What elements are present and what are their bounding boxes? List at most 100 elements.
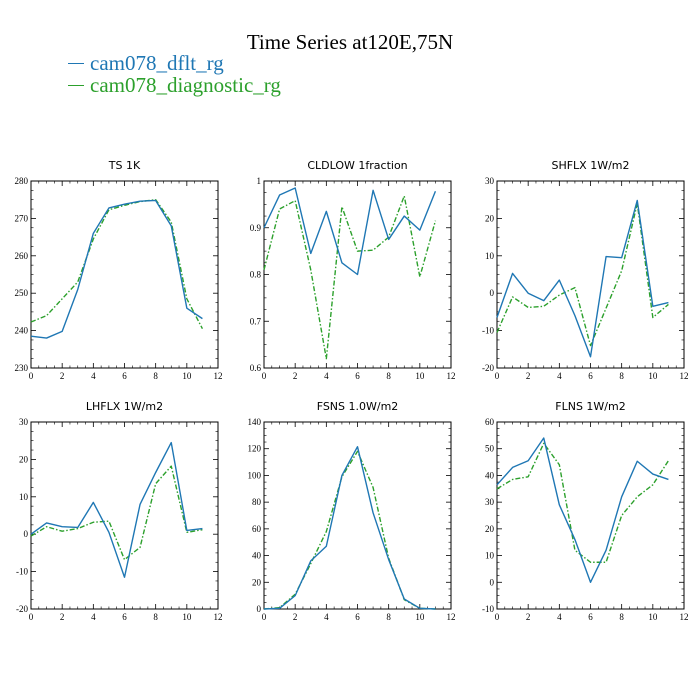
panel-title: SHFLX 1W/m2 <box>551 159 629 172</box>
legend-label-diagnostic: cam078_diagnostic_rg <box>90 73 281 97</box>
x-tick-label: 10 <box>648 612 658 622</box>
x-tick-label: 8 <box>153 612 158 622</box>
legend-entry-dflt: cam078_dflt_rg <box>68 52 281 74</box>
x-tick-label: 12 <box>214 612 223 622</box>
x-tick-label: 10 <box>648 371 658 381</box>
x-tick-label: 8 <box>386 371 391 381</box>
y-tick-label: 0 <box>257 604 262 614</box>
y-tick-label: 30 <box>19 417 29 427</box>
y-tick-label: 80 <box>252 497 262 507</box>
series-line-dflt <box>263 187 437 276</box>
y-tick-label: 60 <box>252 524 262 534</box>
x-tick-label: 12 <box>214 371 223 381</box>
x-tick-label: 2 <box>60 371 65 381</box>
series-line-diagnostic <box>30 465 203 561</box>
legend: cam078_dflt_rg cam078_diagnostic_rg <box>68 52 281 96</box>
y-tick-label: -10 <box>482 604 494 614</box>
x-tick-label: 10 <box>415 371 425 381</box>
x-tick-label: 0 <box>495 371 500 381</box>
series-line-dflt <box>496 199 669 358</box>
x-tick-label: 8 <box>619 371 624 381</box>
plot-frame <box>263 421 452 610</box>
y-tick-label: 240 <box>15 326 29 336</box>
y-tick-label: 260 <box>15 251 29 261</box>
x-tick-label: 8 <box>386 612 391 622</box>
y-tick-label: 20 <box>19 454 29 464</box>
series-line-dflt <box>30 199 203 339</box>
panel-title: LHFLX 1W/m2 <box>86 400 163 413</box>
y-tick-label: 280 <box>15 176 29 186</box>
x-tick-label: 6 <box>588 371 593 381</box>
y-tick-label: 10 <box>19 492 29 502</box>
x-tick-label: 6 <box>588 612 593 622</box>
y-tick-label: 10 <box>485 251 495 261</box>
y-tick-label: 230 <box>15 363 29 373</box>
y-tick-label: 0 <box>490 577 495 587</box>
plot-frame <box>30 421 219 610</box>
y-tick-label: -10 <box>16 567 28 577</box>
x-tick-label: 2 <box>60 612 65 622</box>
y-tick-label: 60 <box>485 417 495 427</box>
x-tick-label: 0 <box>29 371 34 381</box>
legend-swatch-diagnostic <box>68 84 84 86</box>
series-line-dflt <box>496 437 669 583</box>
x-tick-label: 10 <box>182 612 192 622</box>
series-line-dflt <box>30 441 203 578</box>
panel-title: TS 1K <box>108 159 141 172</box>
series-line-diagnostic <box>263 195 437 360</box>
series-line-diagnostic <box>263 450 436 610</box>
legend-entry-diagnostic: cam078_diagnostic_rg <box>68 74 281 96</box>
chart-title: Time Series at120E,75N <box>246 30 454 54</box>
x-tick-label: 10 <box>182 371 192 381</box>
plot-frame <box>30 180 219 369</box>
panel-title: CLDLOW 1fraction <box>307 159 407 172</box>
x-tick-label: 6 <box>122 612 127 622</box>
panel-3: LHFLX 1W/m2 0 2 4 6 8 10 12 -20 -10 0 10 20 30 <box>16 400 223 622</box>
x-tick-label: 8 <box>619 612 624 622</box>
y-tick-label: -10 <box>482 326 494 336</box>
x-tick-label: 4 <box>324 371 329 381</box>
y-tick-label: 20 <box>485 213 495 223</box>
x-tick-label: 12 <box>447 371 456 381</box>
x-tick-label: 12 <box>447 612 456 622</box>
y-tick-label: 40 <box>252 551 262 561</box>
y-tick-label: 0.9 <box>250 223 262 233</box>
x-tick-label: 4 <box>557 612 562 622</box>
x-tick-label: 0 <box>495 612 500 622</box>
y-tick-label: 30 <box>485 176 495 186</box>
y-tick-label: 40 <box>485 470 495 480</box>
x-tick-label: 12 <box>680 612 689 622</box>
series-line-diagnostic <box>30 198 204 330</box>
y-tick-label: 10 <box>485 551 495 561</box>
series-line-diagnostic <box>496 202 669 347</box>
x-tick-label: 0 <box>262 612 267 622</box>
plot-frame <box>496 180 685 369</box>
panel-1: CLDLOW 1fraction 0 2 4 6 8 10 12 0.6 0.7 0.8 0.9 1 <box>250 159 456 381</box>
y-tick-label: 100 <box>248 470 262 480</box>
y-tick-label: 20 <box>252 577 262 587</box>
y-tick-label: 0.7 <box>250 316 262 326</box>
panel-title: FSNS 1.0W/m2 <box>317 400 399 413</box>
y-tick-label: -20 <box>16 604 28 614</box>
y-tick-label: 0 <box>490 288 495 298</box>
series-line-diagnostic <box>496 442 670 563</box>
y-tick-label: 30 <box>485 497 495 507</box>
x-tick-label: 4 <box>91 371 96 381</box>
y-tick-label: 50 <box>485 444 495 454</box>
y-tick-label: 1 <box>257 176 262 186</box>
y-tick-label: 0.8 <box>250 270 262 280</box>
x-tick-label: 6 <box>355 371 360 381</box>
y-tick-label: 120 <box>248 444 262 454</box>
panel-title: FLNS 1W/m2 <box>555 400 625 413</box>
x-tick-label: 2 <box>293 371 298 381</box>
x-tick-label: 4 <box>557 371 562 381</box>
legend-swatch-dflt <box>68 62 84 64</box>
y-tick-label: -20 <box>482 363 494 373</box>
x-tick-label: 0 <box>29 612 34 622</box>
y-tick-label: 250 <box>15 288 29 298</box>
x-tick-label: 2 <box>526 612 531 622</box>
y-tick-label: 140 <box>248 417 262 427</box>
